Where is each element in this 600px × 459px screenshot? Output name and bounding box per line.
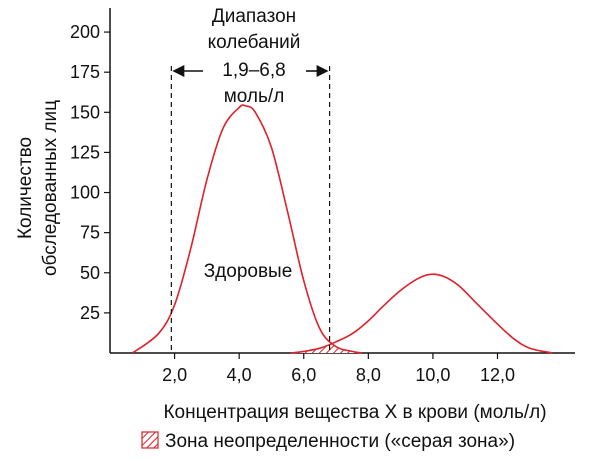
y-axis-title-line-1: Количество	[15, 137, 36, 239]
x-ticks: 2,0 4,0 6,0 8,0 10,0 12,0	[162, 353, 515, 385]
x-tick-label: 4,0	[227, 365, 252, 385]
range-annotation-line-2: колебаний	[208, 32, 301, 53]
y-axis-title: Количество обследованных лиц	[15, 100, 61, 276]
x-tick-label: 6,0	[291, 365, 316, 385]
y-tick-label: 25	[80, 303, 100, 323]
y-tick-label: 150	[70, 102, 100, 122]
x-tick-label: 10,0	[415, 365, 450, 385]
x-tick-label: 8,0	[356, 365, 381, 385]
y-tick-label: 175	[70, 62, 100, 82]
x-axis-title: Концентрация вещества X в крови (моль/л)	[163, 402, 546, 423]
legend: Зона неопределенности («серая зона»)	[141, 431, 515, 452]
range-annotation-line-4: моль/л	[224, 86, 285, 107]
arrowhead-right-icon	[316, 65, 329, 77]
series-healthy-curve	[132, 104, 363, 354]
arrowhead-left-icon	[172, 65, 185, 77]
y-tick-label: 125	[70, 142, 100, 162]
y-axis-title-line-2: обследованных лиц	[40, 100, 61, 276]
range-annotation-line-1: Диапазон	[212, 6, 296, 27]
y-tick-label: 75	[80, 223, 100, 243]
legend-label: Зона неопределенности («серая зона»)	[165, 431, 515, 452]
series-healthy-label: Здоровые	[204, 261, 293, 282]
series-second-curve	[290, 273, 553, 354]
y-ticks: 25 50 75 100 125 150 175 200	[70, 22, 110, 323]
y-tick-label: 50	[80, 263, 100, 283]
legend-hatch-swatch	[141, 431, 159, 449]
y-tick-label: 100	[70, 183, 100, 203]
x-tick-label: 12,0	[480, 365, 515, 385]
x-tick-label: 2,0	[162, 365, 187, 385]
range-annotation-line-3: 1,9–6,8	[222, 60, 285, 81]
y-tick-label: 200	[70, 22, 100, 42]
